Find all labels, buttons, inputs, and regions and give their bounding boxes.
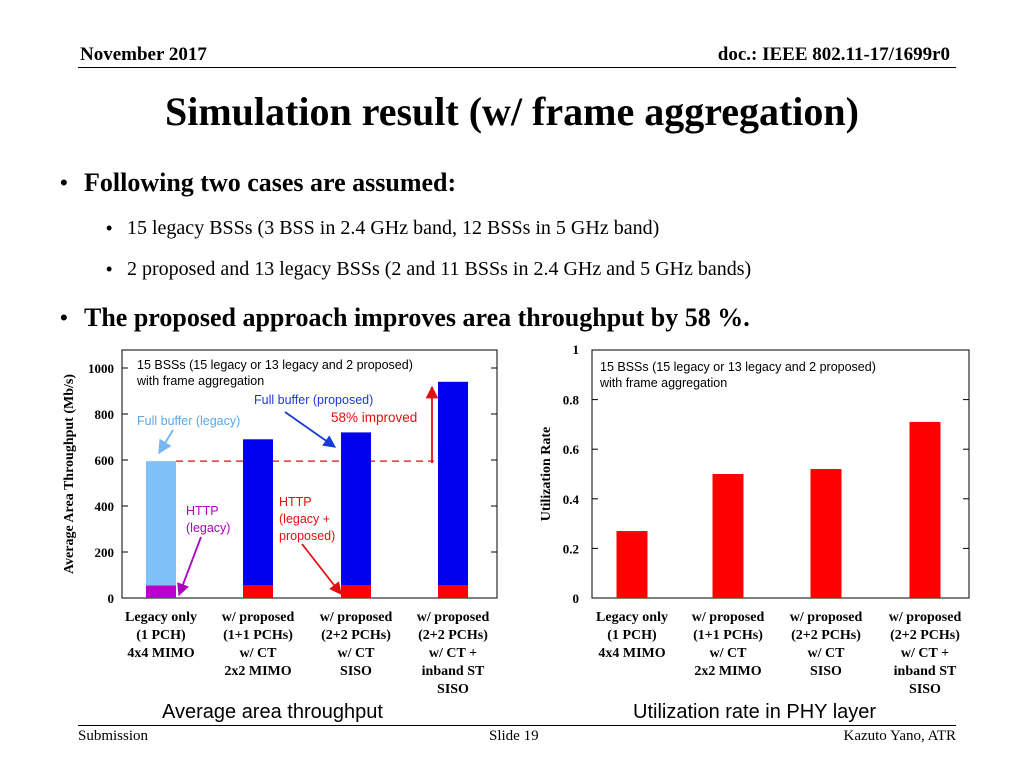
- y-axis-label: Utilization Rate: [539, 427, 554, 521]
- bar-segment-full-buffer: [341, 432, 371, 586]
- bar-segment-full-buffer: [438, 381, 468, 586]
- bar: [909, 421, 941, 598]
- y-tick-label: 0.6: [563, 442, 580, 457]
- annotation-full-buffer-legacy: Full buffer (legacy): [137, 414, 240, 428]
- y-tick-label: 1: [573, 342, 580, 357]
- arrow-proposed: [284, 411, 337, 448]
- y-tick-label: 0: [108, 591, 115, 606]
- header-doc-id: doc.: IEEE 802.11-17/1699r0: [717, 44, 950, 65]
- category-label: Legacy only: [125, 610, 197, 625]
- throughput-chart: 15 BSSs (15 legacy or 13 legacy and 2 pr…: [62, 349, 498, 697]
- category-label: w/ proposed: [790, 610, 863, 625]
- footer-author: Kazuto Yano, ATR: [843, 728, 956, 744]
- bullet-dot: •: [60, 170, 68, 195]
- category-label: w/ CT +: [901, 646, 949, 661]
- header-date: November 2017: [80, 44, 207, 65]
- category-label: w/ CT: [240, 646, 278, 661]
- category-label: SISO: [810, 664, 842, 679]
- category-label: w/ CT: [338, 646, 376, 661]
- bar-segment-full-buffer: [146, 461, 176, 586]
- category-label: 4x4 MIMO: [127, 646, 194, 661]
- annotation-http-legacy: HTTP: [186, 504, 219, 518]
- footer-slide-number: Slide 19: [489, 728, 539, 744]
- arrow-legacy: [158, 429, 174, 455]
- arrow-http-legacy: [177, 536, 202, 597]
- y-tick-label: 0.8: [563, 393, 580, 408]
- y-tick-label: 1000: [88, 361, 114, 376]
- y-tick-label: 200: [95, 545, 115, 560]
- bar: [712, 474, 744, 598]
- footer-submission: Submission: [78, 728, 149, 744]
- y-tick-label: 600: [95, 453, 115, 468]
- y-axis-label: Average Area Throughput (Mb/s): [62, 374, 77, 574]
- bar-segment-http: [243, 585, 273, 598]
- category-label: (1+1 PCHs): [693, 628, 763, 643]
- y-tick-label: 800: [95, 407, 115, 422]
- chart-title-line-2: with frame aggregation: [599, 376, 727, 390]
- sub-bullet-2: 2 proposed and 13 legacy BSSs (2 and 11 …: [127, 258, 752, 280]
- category-label: w/ proposed: [417, 610, 490, 625]
- category-label: SISO: [340, 664, 372, 679]
- category-label: (1 PCH): [136, 628, 186, 643]
- utilization-chart: 15 BSSs (15 legacy or 13 legacy and 2 pr…: [539, 342, 970, 697]
- chart-title-line-2: with frame aggregation: [136, 374, 264, 388]
- annotation-http-proposed: (legacy +: [279, 512, 330, 526]
- caption-throughput: Average area throughput: [162, 701, 383, 723]
- annotation-http-proposed: proposed): [279, 529, 335, 543]
- annotation-improved: 58% improved: [331, 410, 417, 425]
- category-label: SISO: [437, 682, 469, 697]
- annotation-http-proposed: HTTP: [279, 495, 312, 509]
- category-label: w/ CT: [710, 646, 748, 661]
- category-label: inband ST: [894, 664, 957, 679]
- annotation-http-legacy: (legacy): [186, 521, 230, 535]
- category-label: (1 PCH): [607, 628, 657, 643]
- chart-title-line-1: 15 BSSs (15 legacy or 13 legacy and 2 pr…: [137, 358, 413, 372]
- bar-segment-http: [341, 585, 371, 598]
- category-label: (2+2 PCHs): [791, 628, 861, 643]
- bullet-dot: •: [60, 305, 68, 330]
- arrow-http-proposed: [301, 543, 342, 595]
- y-tick-label: 0.4: [563, 492, 580, 507]
- slide-title: Simulation result (w/ frame aggregation): [164, 89, 859, 134]
- category-label: w/ CT: [808, 646, 846, 661]
- bar-segment-http: [438, 585, 468, 598]
- bullet-2: The proposed approach improves area thro…: [84, 303, 750, 332]
- category-label: w/ proposed: [889, 610, 962, 625]
- category-label: w/ CT +: [429, 646, 477, 661]
- bar: [616, 531, 648, 598]
- y-tick-label: 400: [95, 499, 115, 514]
- header-rule: [78, 67, 956, 68]
- category-label: w/ proposed: [320, 610, 393, 625]
- bullet-1: Following two cases are assumed:: [84, 168, 457, 197]
- bar: [810, 469, 842, 598]
- bar-segment-http: [146, 585, 176, 598]
- category-label: (1+1 PCHs): [223, 628, 293, 643]
- chart-title-line-1: 15 BSSs (15 legacy or 13 legacy and 2 pr…: [600, 360, 876, 374]
- category-label: 2x2 MIMO: [694, 664, 761, 679]
- category-label: 4x4 MIMO: [598, 646, 665, 661]
- caption-utilization: Utilization rate in PHY layer: [633, 701, 877, 723]
- y-tick-label: 0.2: [563, 541, 579, 556]
- y-tick-label: 0: [573, 591, 580, 606]
- category-label: 2x2 MIMO: [224, 664, 291, 679]
- category-label: w/ proposed: [222, 610, 295, 625]
- plot-frame: [591, 349, 970, 599]
- footer-rule: [78, 725, 956, 726]
- category-label: (2+2 PCHs): [321, 628, 391, 643]
- category-label: SISO: [909, 682, 941, 697]
- category-label: w/ proposed: [692, 610, 765, 625]
- sub-bullet-1: 15 legacy BSSs (3 BSS in 2.4 GHz band, 1…: [127, 217, 660, 239]
- category-label: (2+2 PCHs): [418, 628, 488, 643]
- category-label: (2+2 PCHs): [890, 628, 960, 643]
- bar-segment-full-buffer: [243, 439, 273, 586]
- sub-bullet-dot: •: [106, 259, 113, 279]
- category-label: inband ST: [422, 664, 485, 679]
- annotation-full-buffer-proposed: Full buffer (proposed): [254, 393, 373, 407]
- category-label: Legacy only: [596, 610, 668, 625]
- sub-bullet-dot: •: [106, 218, 113, 238]
